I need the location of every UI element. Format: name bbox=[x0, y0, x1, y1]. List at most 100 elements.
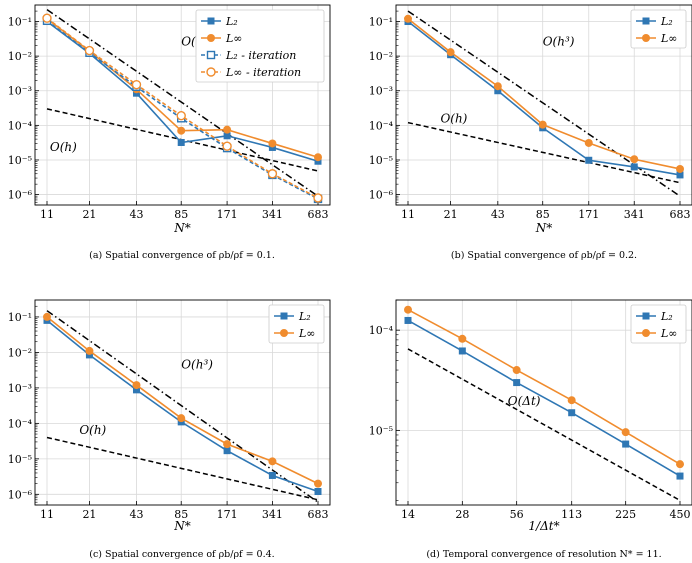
data-point bbox=[585, 156, 593, 164]
chart-panel-d: 14 28 56 113 225 450 10⁻⁵ 10⁻⁴ O(Δt) L₂ L∞ 1/Δt* (d)… bbox=[369, 299, 692, 560]
x-tick-label: 85 bbox=[536, 208, 550, 221]
data-point bbox=[622, 440, 630, 448]
data-point bbox=[404, 316, 412, 324]
axes-frame bbox=[34, 4, 331, 206]
x-tick-label: 85 bbox=[174, 208, 188, 221]
chart-panel-a: 11 21 43 85 171 341 683 10⁻⁶ 10⁻⁵ 10⁻⁴ 10⁻³ 10⁻² 10⁻… bbox=[8, 4, 331, 261]
data-point bbox=[84, 45, 95, 56]
data-point bbox=[177, 138, 185, 146]
data-point bbox=[177, 414, 186, 423]
y-tick-label: 10⁻² bbox=[8, 50, 32, 63]
data-point bbox=[446, 48, 455, 57]
data-point bbox=[223, 125, 232, 134]
y-tick-label: 10⁻⁶ bbox=[8, 189, 33, 202]
x-tick-label: 21 bbox=[82, 508, 96, 521]
legend-marker bbox=[207, 17, 215, 25]
legend-marker bbox=[642, 312, 650, 320]
data-point bbox=[676, 171, 684, 179]
data-point bbox=[568, 409, 576, 417]
data-point bbox=[458, 347, 466, 355]
x-tick-label: 14 bbox=[401, 508, 415, 521]
legend-label: L∞ bbox=[298, 327, 315, 340]
legend-label: L∞ bbox=[660, 327, 677, 340]
data-point bbox=[132, 381, 141, 390]
axes-frame bbox=[34, 299, 331, 506]
legend-marker bbox=[206, 50, 216, 60]
data-point bbox=[630, 163, 638, 171]
legend-marker bbox=[280, 329, 288, 337]
legend-box bbox=[195, 9, 325, 83]
data-point bbox=[314, 153, 322, 162]
x-tick-label: 11 bbox=[401, 208, 415, 221]
y-tick-label: 10⁻⁵ bbox=[369, 154, 393, 167]
legend-label: L₂ bbox=[660, 310, 673, 323]
data-point bbox=[458, 334, 467, 343]
y-tick-label: 10⁻⁶ bbox=[8, 488, 33, 501]
data-point bbox=[493, 82, 502, 91]
legend: L₂ L∞ bbox=[268, 304, 325, 344]
y-tick-label: 10⁻³ bbox=[8, 85, 32, 98]
data-point bbox=[676, 472, 684, 480]
data-point bbox=[404, 14, 412, 23]
data-point bbox=[42, 13, 52, 23]
x-tick-label: 113 bbox=[561, 508, 582, 521]
x-tick-label: 56 bbox=[510, 508, 524, 521]
data-point bbox=[132, 386, 140, 394]
x-tick-label: 225 bbox=[615, 508, 636, 521]
x-tick-label: 341 bbox=[262, 208, 283, 221]
data-point bbox=[222, 141, 232, 151]
x-axis-label: N* bbox=[535, 221, 553, 235]
reference-line bbox=[46, 436, 319, 501]
y-tick-label: 10⁻⁴ bbox=[8, 119, 33, 132]
chart-panel-b: 11 21 43 85 171 341 683 10⁻⁶ 10⁻⁵ 10⁻⁴ 10⁻³ 10⁻² 10⁻… bbox=[369, 4, 692, 261]
data-point bbox=[314, 488, 322, 496]
chart-panel-c: 11 21 43 85 171 341 683 10⁻⁶ 10⁻⁵ 10⁻⁴ 10⁻³ 10⁻² 10⁻… bbox=[8, 299, 331, 560]
y-tick-label: 10⁻⁴ bbox=[369, 324, 394, 337]
panel-caption: (b) Spatial convergence of ρb/ρf = 0.2. bbox=[451, 250, 637, 261]
reference-label: O(h³) bbox=[543, 35, 575, 49]
x-axis-label: N* bbox=[173, 519, 191, 533]
x-tick-label: 683 bbox=[670, 208, 691, 221]
series-line bbox=[407, 309, 681, 465]
panel-caption: (d) Temporal convergence of resolution N… bbox=[426, 549, 661, 560]
reference-line bbox=[46, 9, 319, 197]
x-tick-label: 21 bbox=[444, 208, 458, 221]
legend-marker bbox=[642, 34, 650, 42]
y-tick-label: 10⁻³ bbox=[369, 85, 393, 98]
legend-marker bbox=[207, 34, 215, 42]
legend-label: L₂ - iteration bbox=[225, 49, 296, 62]
x-tick-label: 450 bbox=[670, 508, 691, 521]
x-tick-label: 171 bbox=[578, 208, 599, 221]
reference-label: O(h) bbox=[50, 140, 77, 154]
reference-label: O(h³) bbox=[181, 358, 213, 372]
x-tick-label: 341 bbox=[262, 508, 283, 521]
axes-frame bbox=[395, 299, 692, 506]
x-tick-label: 43 bbox=[129, 508, 143, 521]
data-point bbox=[404, 305, 412, 314]
data-point bbox=[43, 312, 51, 321]
data-point bbox=[176, 111, 186, 121]
x-tick-label: 171 bbox=[217, 508, 238, 521]
series-line bbox=[407, 319, 681, 477]
legend-label: L∞ - iteration bbox=[225, 66, 301, 79]
reference-line bbox=[407, 10, 681, 197]
y-tick-label: 10⁻⁵ bbox=[8, 154, 32, 167]
data-point bbox=[567, 396, 576, 405]
x-tick-label: 341 bbox=[624, 208, 645, 221]
legend-box bbox=[630, 9, 687, 49]
y-tick-label: 10⁻¹ bbox=[369, 16, 393, 29]
legend-marker bbox=[642, 17, 650, 25]
x-tick-label: 28 bbox=[455, 508, 469, 521]
reference-label: O(Δt) bbox=[508, 394, 541, 408]
data-point bbox=[621, 428, 630, 437]
x-tick-label: 683 bbox=[308, 208, 329, 221]
data-point bbox=[630, 155, 639, 164]
axes-frame bbox=[395, 4, 692, 206]
reference-line bbox=[407, 121, 681, 184]
x-tick-label: 683 bbox=[308, 508, 329, 521]
x-tick-label: 11 bbox=[40, 208, 54, 221]
data-point bbox=[223, 447, 231, 455]
x-tick-label: 171 bbox=[217, 208, 238, 221]
legend-label: L∞ bbox=[660, 32, 677, 45]
